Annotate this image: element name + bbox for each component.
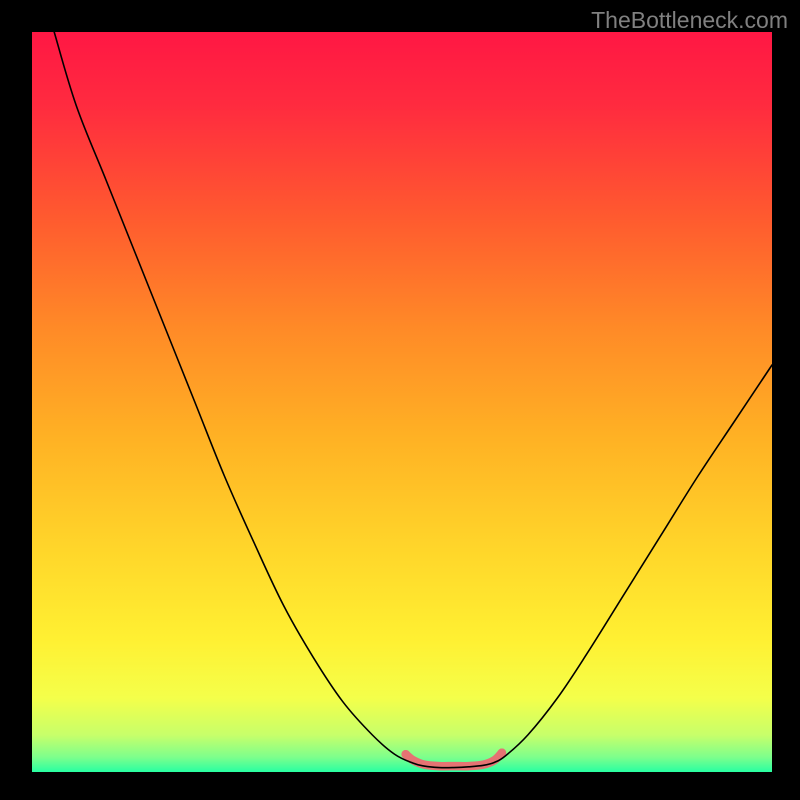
bottleneck-curve-chart — [32, 32, 772, 772]
plot-area — [32, 32, 772, 772]
highlight-start-dot — [401, 750, 410, 759]
chart-frame: TheBottleneck.com — [0, 0, 800, 800]
watermark-text: TheBottleneck.com — [591, 7, 788, 34]
gradient-background — [32, 32, 772, 772]
